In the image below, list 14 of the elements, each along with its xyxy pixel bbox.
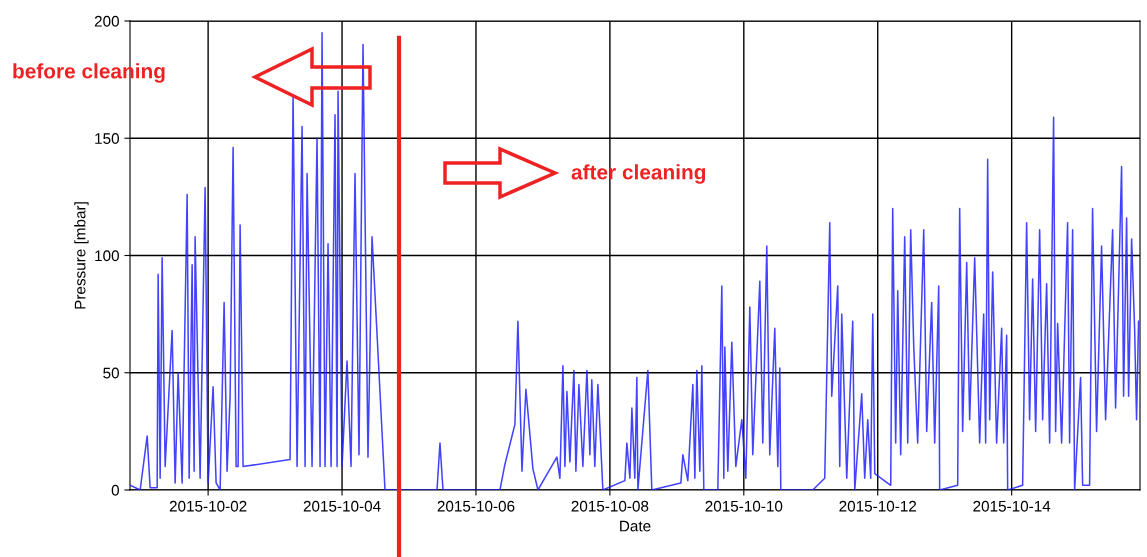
x-tick-label: 2015-10-02 — [169, 500, 247, 512]
x-tick-label: 2015-10-14 — [973, 500, 1051, 512]
y-tick-label: 100 — [95, 250, 119, 262]
y-tick-label: 50 — [103, 367, 119, 379]
y-tick-label: 200 — [94, 15, 119, 27]
y-axis-title: Pressure [mbar] — [74, 202, 89, 309]
x-axis-title: Date — [620, 520, 651, 532]
x-tick-label: 2015-10-12 — [839, 500, 917, 512]
y-tick-label: 0 — [111, 484, 119, 496]
x-tick-label: 2015-10-08 — [571, 500, 649, 512]
x-tick-label: 2015-10-10 — [705, 500, 783, 512]
x-tick-label: 2015-10-06 — [437, 500, 515, 512]
x-tick-label: 2015-10-04 — [303, 500, 381, 512]
y-tick-label: 150 — [95, 133, 119, 144]
